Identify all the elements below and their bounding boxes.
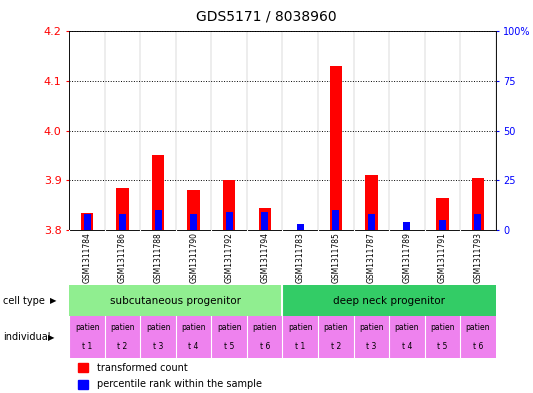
Text: patien: patien xyxy=(146,323,171,332)
Text: t 1: t 1 xyxy=(295,342,305,351)
Text: GSM1311793: GSM1311793 xyxy=(473,232,482,283)
Text: t 6: t 6 xyxy=(473,342,483,351)
Bar xyxy=(78,363,88,373)
Bar xyxy=(332,210,340,230)
Text: patien: patien xyxy=(110,323,135,332)
Text: cell type: cell type xyxy=(3,296,45,306)
Text: t 3: t 3 xyxy=(366,342,376,351)
Text: t 3: t 3 xyxy=(153,342,163,351)
Text: transformed count: transformed count xyxy=(97,362,188,373)
Bar xyxy=(119,214,126,230)
Bar xyxy=(261,212,268,230)
Bar xyxy=(472,178,484,230)
Bar xyxy=(69,285,282,316)
Text: patien: patien xyxy=(253,323,277,332)
Text: patien: patien xyxy=(288,323,312,332)
Text: patien: patien xyxy=(394,323,419,332)
Text: patien: patien xyxy=(217,323,241,332)
Text: GSM1311784: GSM1311784 xyxy=(83,232,92,283)
Text: GSM1311785: GSM1311785 xyxy=(332,232,340,283)
Text: GSM1311786: GSM1311786 xyxy=(118,232,127,283)
Bar xyxy=(474,214,481,230)
Text: patien: patien xyxy=(430,323,455,332)
Bar xyxy=(140,316,176,358)
Text: GSM1311787: GSM1311787 xyxy=(367,232,376,283)
Bar xyxy=(460,316,496,358)
Text: individual: individual xyxy=(3,332,50,342)
Text: ▶: ▶ xyxy=(50,296,56,305)
Text: GSM1311794: GSM1311794 xyxy=(260,232,269,283)
Bar xyxy=(116,188,129,230)
Text: t 2: t 2 xyxy=(330,342,341,351)
Bar xyxy=(403,222,410,230)
Text: GSM1311791: GSM1311791 xyxy=(438,232,447,283)
Text: patien: patien xyxy=(75,323,99,332)
Bar xyxy=(282,285,496,316)
Text: t 4: t 4 xyxy=(402,342,412,351)
Bar xyxy=(247,316,282,358)
Text: patien: patien xyxy=(466,323,490,332)
Bar xyxy=(389,316,425,358)
Bar xyxy=(282,316,318,358)
Bar xyxy=(353,316,389,358)
Text: GSM1311790: GSM1311790 xyxy=(189,232,198,283)
Bar xyxy=(69,316,105,358)
Bar xyxy=(329,66,342,230)
Bar xyxy=(78,380,88,389)
Text: t 2: t 2 xyxy=(117,342,128,351)
Bar xyxy=(81,213,93,230)
Bar xyxy=(368,214,375,230)
Text: patien: patien xyxy=(324,323,348,332)
Bar xyxy=(152,156,164,230)
Bar xyxy=(365,175,377,230)
Bar xyxy=(176,316,212,358)
Text: deep neck progenitor: deep neck progenitor xyxy=(333,296,445,306)
Text: GSM1311788: GSM1311788 xyxy=(154,232,163,283)
Text: percentile rank within the sample: percentile rank within the sample xyxy=(97,379,262,389)
Bar xyxy=(259,208,271,230)
Text: GSM1311792: GSM1311792 xyxy=(225,232,233,283)
Text: patien: patien xyxy=(181,323,206,332)
Bar xyxy=(155,210,161,230)
Bar xyxy=(297,224,304,230)
Text: subcutaneous progenitor: subcutaneous progenitor xyxy=(110,296,241,306)
Bar xyxy=(436,198,449,230)
Text: GSM1311789: GSM1311789 xyxy=(402,232,411,283)
Bar xyxy=(225,212,233,230)
Bar xyxy=(318,316,353,358)
Bar xyxy=(190,214,197,230)
Text: ▶: ▶ xyxy=(48,333,54,342)
Text: GSM1311783: GSM1311783 xyxy=(296,232,305,283)
Bar xyxy=(188,190,200,230)
Bar xyxy=(212,316,247,358)
Text: t 5: t 5 xyxy=(224,342,235,351)
Bar xyxy=(439,220,446,230)
Bar xyxy=(105,316,140,358)
Text: GDS5171 / 8038960: GDS5171 / 8038960 xyxy=(196,10,337,24)
Text: t 1: t 1 xyxy=(82,342,92,351)
Text: patien: patien xyxy=(359,323,384,332)
Bar xyxy=(84,214,91,230)
Bar xyxy=(223,180,236,230)
Text: t 4: t 4 xyxy=(189,342,199,351)
Text: t 6: t 6 xyxy=(260,342,270,351)
Bar xyxy=(425,316,460,358)
Text: t 5: t 5 xyxy=(437,342,448,351)
